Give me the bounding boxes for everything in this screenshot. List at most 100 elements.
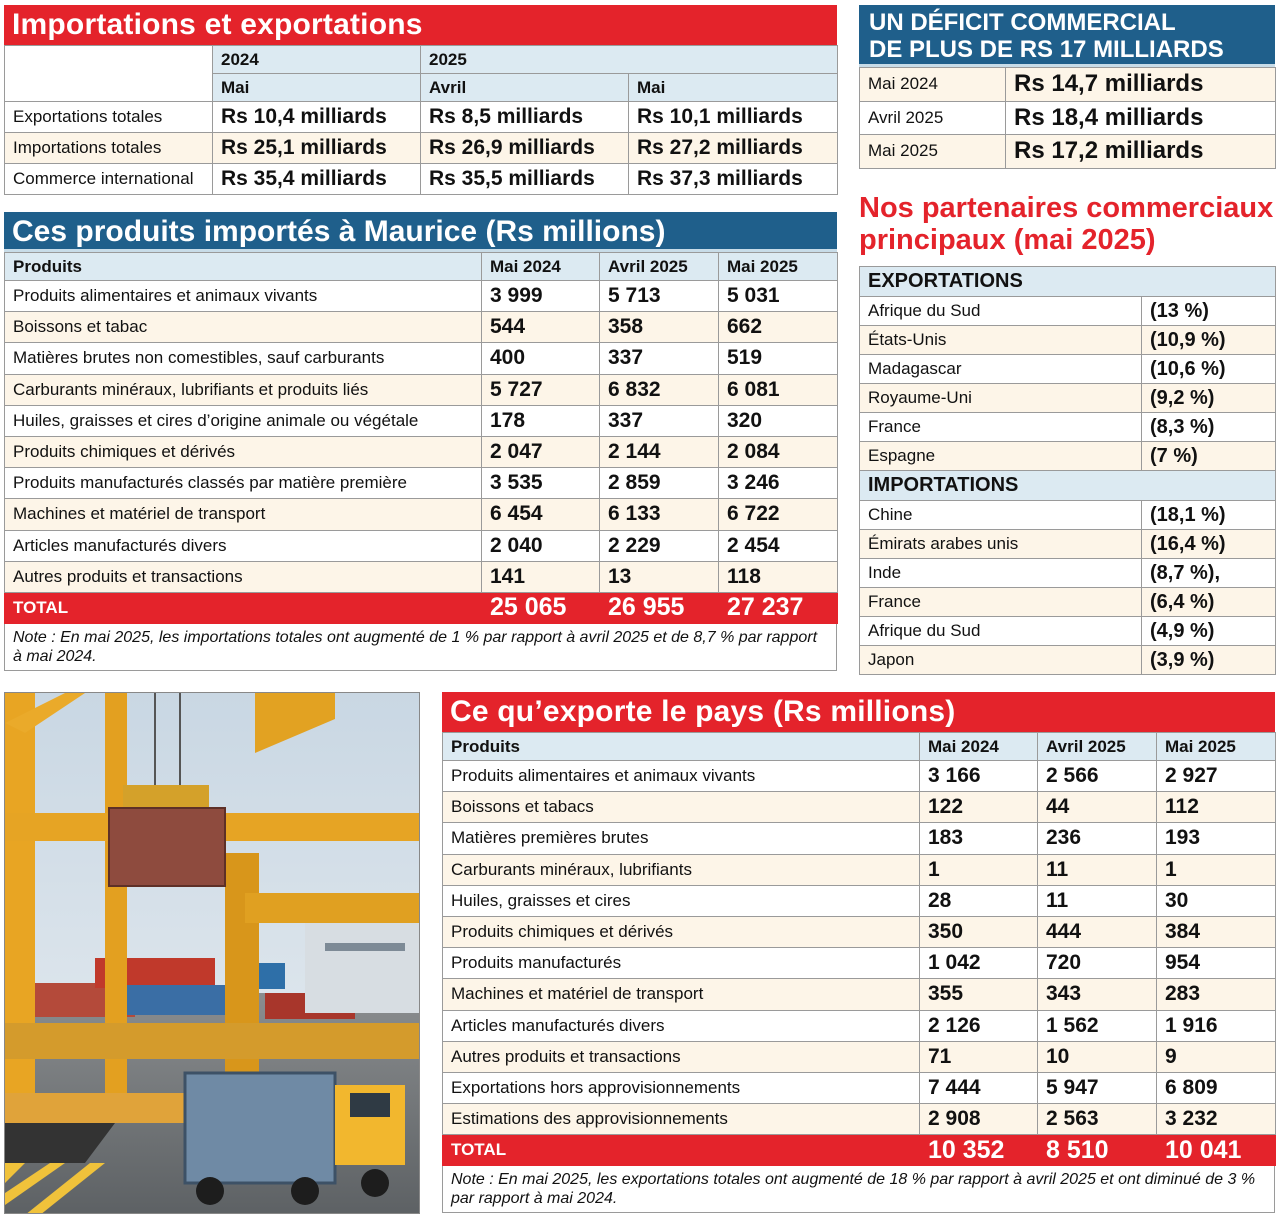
- deficit-title-line: UN DÉFICIT COMMERCIAL: [869, 9, 1176, 36]
- table-row: Huiles, graisses et cires d’origine anim…: [4, 404, 838, 437]
- row-label: Importations totales: [4, 132, 213, 164]
- column-header: Avril 2025: [599, 252, 719, 281]
- table-row: Produits alimentaires et animaux vivants…: [442, 759, 1276, 793]
- product-value: 5 947: [1037, 1071, 1157, 1105]
- imports-section-header: IMPORTATIONS: [858, 470, 1277, 501]
- product-label: Estimations des approvisionnements: [442, 1103, 920, 1136]
- partners-panel: Nos partenaires commerciaux principaux (…: [858, 192, 1277, 675]
- row-value: Rs 25,1 milliards: [212, 132, 421, 164]
- deficit-title: UN DÉFICIT COMMERCIAL DE PLUS DE RS 17 M…: [859, 5, 1275, 67]
- product-label: Autres produits et transactions: [442, 1040, 920, 1073]
- exports-header-row: Produits Mai 2024 Avril 2025 Mai 2025: [442, 732, 1276, 761]
- hazard-stripes: [5, 1163, 105, 1213]
- product-label: Huiles, graisses et cires: [442, 884, 920, 917]
- exports-title: Ce qu’exporte le pays (Rs millions): [442, 692, 1275, 732]
- product-label: Boissons et tabacs: [442, 791, 920, 824]
- imports-title: Ces produits importés à Maurice (Rs mill…: [4, 212, 837, 252]
- product-value: 1 562: [1037, 1009, 1157, 1042]
- product-value: 2 084: [718, 435, 838, 469]
- row-label: Commerce international: [4, 163, 213, 195]
- table-row: Matières premières brutes 183 236 193: [442, 822, 1276, 855]
- product-value: 358: [599, 311, 719, 344]
- table-row: Produits chimiques et dérivés 350 444 384: [442, 915, 1276, 949]
- product-value: 343: [1037, 978, 1157, 1011]
- table-row: Estimations des approvisionnements 2 908 2…: [442, 1103, 1276, 1136]
- table-row: Carburants minéraux, lubrifiants 1 11 1: [442, 853, 1276, 886]
- row-value: Rs 26,9 milliards: [420, 132, 629, 164]
- product-value: 112: [1156, 791, 1276, 824]
- imports-table: Produits Mai 2024 Avril 2025 Mai 2025 Pr…: [4, 252, 838, 625]
- product-label: Machines et matériel de transport: [4, 498, 482, 531]
- deficit-period: Avril 2025: [859, 100, 1006, 135]
- partner-share: (16,4 %): [1140, 529, 1277, 559]
- partner-share: (10,9 %): [1140, 325, 1277, 355]
- product-value: 9: [1156, 1040, 1276, 1073]
- imports-note: Note : En mai 2025, les importations tot…: [4, 624, 837, 672]
- deficit-panel: UN DÉFICIT COMMERCIAL DE PLUS DE RS 17 M…: [859, 5, 1276, 169]
- product-value: 178: [481, 404, 600, 437]
- partner-country: Royaume-Uni: [859, 383, 1142, 413]
- table-row: Autres produits et transactions 71 10 9: [442, 1040, 1276, 1073]
- partner-row: Royaume-Uni (9,2 %): [859, 383, 1277, 413]
- column-header: Avril 2025: [1037, 732, 1157, 761]
- partner-share: (18,1 %): [1140, 500, 1277, 530]
- table-row: Articles manufacturés divers 2 126 1 562 1 …: [442, 1009, 1276, 1042]
- row-label: Exportations totales: [4, 101, 213, 133]
- product-value: 6 832: [599, 373, 719, 406]
- product-value: 350: [919, 915, 1038, 949]
- total-value: 8 510: [1037, 1134, 1157, 1167]
- product-value: 193: [1156, 822, 1276, 855]
- section-heading: EXPORTATIONS: [858, 266, 1277, 297]
- partner-share: (3,9 %): [1140, 645, 1277, 675]
- partner-row: Inde (8,7 %),: [859, 558, 1277, 588]
- column-header: Produits: [442, 732, 920, 761]
- product-value: 2 454: [718, 529, 838, 562]
- header-months-row: Mai Avril Mai: [5, 73, 839, 102]
- header-years-row: 2024 2025: [4, 45, 839, 102]
- product-value: 3 166: [919, 759, 1038, 793]
- section-heading: IMPORTATIONS: [858, 470, 1277, 501]
- column-header: Mai 2024: [481, 252, 600, 281]
- product-label: Produits manufacturés classés par matièr…: [4, 467, 482, 500]
- product-value: 7 444: [919, 1071, 1038, 1105]
- exports-section-header: EXPORTATIONS: [858, 266, 1277, 297]
- row-value: Rs 10,1 milliards: [627, 101, 839, 133]
- product-value: 954: [1156, 947, 1276, 980]
- total-value: 27 237: [718, 591, 838, 625]
- partner-row: Madagascar (10,6 %): [859, 354, 1277, 384]
- product-value: 122: [919, 791, 1038, 824]
- partner-row: Japon (3,9 %): [859, 645, 1277, 675]
- product-value: 5 713: [599, 279, 719, 313]
- partner-share: (7 %): [1140, 441, 1277, 471]
- partners-title: Nos partenaires commerciaux principaux (…: [859, 192, 1275, 256]
- row-value: Rs 27,2 milliards: [627, 132, 839, 164]
- table-row: Avril 2025 Rs 18,4 milliards: [859, 100, 1276, 135]
- row-value: Rs 35,5 milliards: [420, 163, 629, 195]
- product-value: 44: [1037, 791, 1157, 824]
- total-label: TOTAL: [4, 591, 482, 625]
- product-label: Produits chimiques et dérivés: [442, 915, 920, 949]
- table-row: Produits chimiques et dérivés 2 047 2 144 2…: [4, 435, 838, 469]
- column-header: Produits: [4, 252, 482, 281]
- partners-title-line: principaux (mai 2025): [859, 224, 1156, 256]
- partner-share: (8,3 %): [1140, 412, 1277, 442]
- product-value: 2 859: [599, 467, 719, 500]
- row-value: Rs 37,3 milliards: [627, 163, 839, 195]
- partner-country: France: [859, 587, 1142, 617]
- total-value: 26 955: [599, 591, 719, 625]
- product-value: 6 722: [718, 498, 838, 531]
- product-value: 5 727: [481, 373, 600, 406]
- table-row: Commerce international Rs 35,4 milliards…: [4, 163, 839, 195]
- table-row: Importations totales Rs 25,1 milliards R…: [4, 132, 839, 164]
- product-value: 6 454: [481, 498, 600, 531]
- partner-row: Espagne (7 %): [859, 441, 1277, 471]
- partner-share: (4,9 %): [1140, 616, 1277, 646]
- column-header: Mai 2024: [919, 732, 1038, 761]
- partner-country: États-Unis: [859, 325, 1142, 355]
- deficit-period: Mai 2024: [859, 67, 1006, 102]
- deficit-title-line: DE PLUS DE RS 17 MILLIARDS: [869, 36, 1224, 63]
- table-row: Huiles, graisses et cires 28 11 30: [442, 884, 1276, 917]
- partner-row: Chine (18,1 %): [859, 500, 1277, 530]
- partner-country: Émirats arabes unis: [859, 529, 1142, 559]
- product-value: 2 047: [481, 435, 600, 469]
